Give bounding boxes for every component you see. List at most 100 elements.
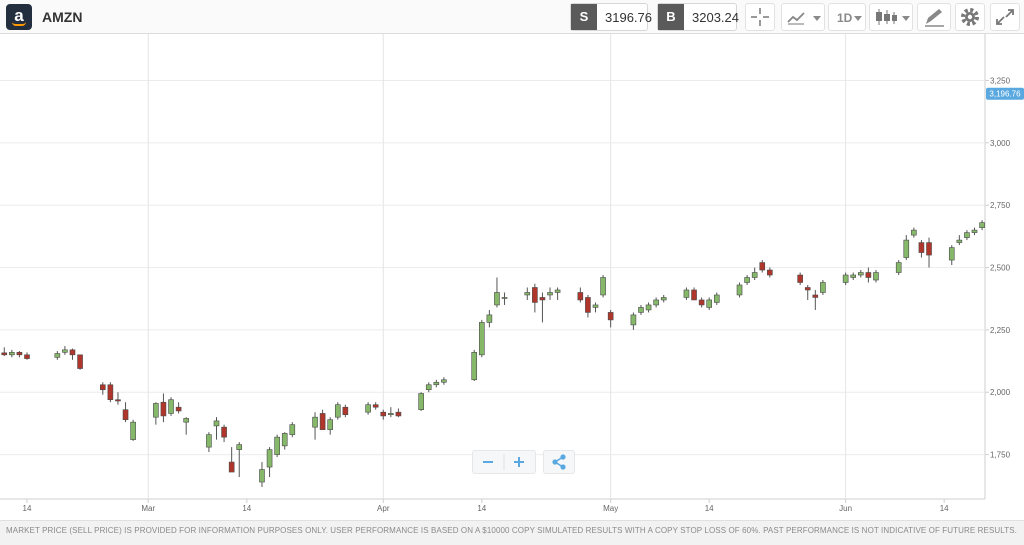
candle-body: [744, 277, 750, 283]
share-button[interactable]: [543, 450, 575, 474]
y-tick-label: 2,000: [990, 388, 1011, 397]
candle: [100, 382, 106, 395]
candle: [645, 302, 652, 313]
candle-body: [183, 418, 189, 423]
candle: [691, 287, 697, 301]
current-price-label: 3,196.76: [989, 90, 1021, 99]
candle-body: [478, 322, 485, 356]
candle: [107, 382, 114, 403]
candle-body: [691, 289, 697, 301]
candle-body: [767, 269, 773, 276]
zoom-out-button[interactable]: [473, 451, 503, 473]
candle-body: [365, 404, 371, 413]
candle-body: [903, 239, 910, 258]
candle: [160, 393, 167, 423]
candle-body: [956, 239, 963, 243]
candle-body: [9, 352, 15, 356]
candle-body: [395, 411, 402, 417]
candle: [638, 304, 644, 315]
candle: [418, 392, 424, 411]
x-tick-label: 14: [242, 504, 251, 513]
x-tick-label: Apr: [377, 504, 390, 513]
candle-body: [532, 287, 538, 303]
candle: [327, 417, 334, 435]
candle: [964, 230, 970, 241]
x-tick-label: 14: [705, 504, 714, 513]
candle-body: [107, 384, 114, 401]
candle: [206, 432, 212, 453]
candlestick-chart[interactable]: 14Mar14Apr14May14Jun14Jul14Aug14Sep14 1,…: [0, 34, 1024, 520]
candle: [956, 235, 963, 246]
candle-body: [926, 242, 932, 256]
candle-body: [54, 353, 61, 358]
candle-body: [206, 434, 212, 448]
chevron-down-icon: [902, 16, 910, 21]
candle: [365, 402, 371, 415]
candle: [918, 240, 925, 258]
candle-body: [524, 292, 531, 296]
candle: [532, 283, 538, 313]
candle: [592, 302, 599, 313]
disclaimer-bar: MARKET PRICE (SELL PRICE) IS PROVIDED FO…: [0, 520, 1024, 545]
candle: [547, 287, 553, 300]
candle-body: [236, 444, 243, 450]
candle: [221, 424, 227, 443]
chart-type-button[interactable]: [869, 3, 913, 31]
candle-body: [873, 272, 879, 281]
candle: [494, 277, 500, 308]
candle-body: [501, 297, 508, 299]
candle: [865, 267, 872, 283]
candle-body: [153, 403, 159, 418]
candle-body: [653, 299, 659, 306]
candle-body: [62, 349, 68, 353]
fullscreen-button[interactable]: [990, 3, 1020, 31]
timeframe-select[interactable]: 1D: [828, 3, 866, 31]
candle: [759, 260, 766, 273]
candle-body: [312, 416, 318, 428]
candle-body: [918, 242, 925, 253]
candle: [895, 260, 902, 276]
logo-smile: [12, 22, 26, 26]
x-tick-label: May: [603, 504, 618, 513]
drawing-tools-button[interactable]: [917, 3, 951, 31]
candles-layer: [1, 220, 985, 488]
candle: [319, 409, 326, 430]
indicators-button[interactable]: [781, 3, 825, 31]
candle-body: [706, 299, 713, 308]
candle: [115, 392, 121, 405]
candle: [842, 272, 849, 285]
candle: [911, 227, 917, 238]
candle-body: [660, 297, 667, 301]
pencil-ruler-icon: [925, 9, 944, 27]
candle: [971, 227, 978, 236]
buy-price-button[interactable]: B 3203.24: [657, 3, 739, 31]
candle-body: [433, 381, 440, 386]
expand-icon: [996, 9, 1014, 25]
candle-body: [494, 292, 500, 306]
candle: [153, 402, 159, 425]
candle-body: [221, 426, 227, 438]
candle: [342, 404, 349, 418]
candle: [577, 287, 584, 303]
candle-body: [683, 289, 690, 298]
candle: [471, 349, 478, 382]
x-tick-label: 14: [940, 504, 949, 513]
x-tick-label: Jun: [839, 504, 852, 513]
candle-body: [865, 272, 872, 278]
candle-body: [115, 399, 121, 402]
zoom-in-button[interactable]: [505, 451, 535, 473]
candle-body: [857, 272, 864, 276]
candle-body: [645, 304, 652, 311]
sell-price-button[interactable]: S 3196.76: [570, 3, 652, 31]
candle: [804, 284, 811, 300]
candle-body: [471, 352, 478, 381]
x-tick-label: 14: [477, 504, 486, 513]
candle: [62, 346, 68, 355]
candle-body: [122, 409, 129, 420]
settings-button[interactable]: [955, 3, 985, 31]
candle-body: [911, 229, 917, 236]
current-price-tag: [986, 87, 1024, 100]
candle-body: [804, 287, 811, 291]
crosshair-button[interactable]: [745, 3, 775, 31]
candle: [289, 422, 296, 438]
